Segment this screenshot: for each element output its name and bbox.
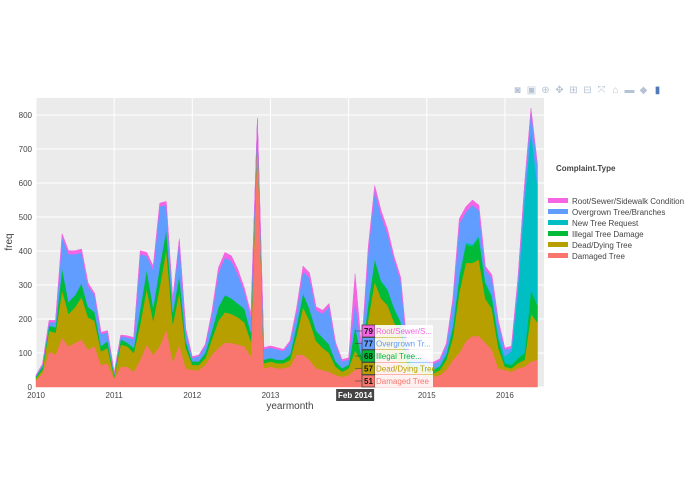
pan-icon[interactable]: ✥ xyxy=(555,85,564,96)
zoom-out-icon[interactable]: ⊟ xyxy=(583,85,592,96)
hover-item: 57 Dead/Dying Tree xyxy=(355,362,437,375)
legend-label-illegal-tree-damage[interactable]: Illegal Tree Damage xyxy=(572,230,644,239)
area-root-sewer-sidewalk-condition xyxy=(35,108,538,377)
y-tick-label: 300 xyxy=(19,281,33,290)
y-tick-label: 200 xyxy=(19,315,33,324)
hover-compare-icon[interactable]: ▮ xyxy=(654,85,661,96)
x-tick-label: 2015 xyxy=(418,391,436,400)
legend-swatch-dead-dying-tree[interactable] xyxy=(548,242,568,247)
spike-lines-icon[interactable]: ▬ xyxy=(624,85,635,96)
hover-value: 51 xyxy=(364,377,373,386)
stacked-areas xyxy=(35,108,538,388)
x-tick-label: 2011 xyxy=(106,391,124,400)
legend-label-overgrown-tree-branches[interactable]: Overgrown Tree/Branches xyxy=(572,208,665,217)
y-tick-label: 0 xyxy=(28,383,33,392)
legend-label-dead-dying-tree[interactable]: Dead/Dying Tree xyxy=(572,241,633,250)
hover-item: 77 Overgrown Tr... xyxy=(355,337,433,350)
hover-value: 68 xyxy=(364,352,373,361)
y-tick-label: 100 xyxy=(19,349,33,358)
x-ticks: 2010201120122013201420152016 xyxy=(27,391,514,400)
x-axis-title: yearmonth xyxy=(266,401,313,412)
x-tick-label: 2010 xyxy=(27,391,45,400)
save-icon[interactable]: ▣ xyxy=(526,85,537,96)
hover-label-box xyxy=(375,325,433,337)
legend-title: Complaint.Type xyxy=(556,164,616,173)
legend: Complaint.Type Root/Sewer/Sidewalk Condi… xyxy=(548,164,684,261)
hover-value: 79 xyxy=(364,327,373,336)
camera-icon[interactable]: ◙ xyxy=(514,85,521,96)
x-tick-label: 2016 xyxy=(496,391,514,400)
hover-x-label: Feb 2014 xyxy=(336,389,375,401)
y-tick-label: 600 xyxy=(19,179,33,188)
y-tick-label: 400 xyxy=(19,247,33,256)
autoscale-icon[interactable]: ⤧ xyxy=(597,85,606,96)
legend-label-new-tree-request[interactable]: New Tree Request xyxy=(572,219,639,228)
legend-swatch-overgrown-tree-branches[interactable] xyxy=(548,209,568,214)
hover-label: Illegal Tree... xyxy=(376,352,422,361)
y-tick-label: 800 xyxy=(19,111,33,120)
x-tick-label: 2012 xyxy=(183,391,201,400)
hover-label: Damaged Tree xyxy=(376,377,429,386)
hover-item: 68 Illegal Tree... xyxy=(355,349,433,363)
legend-swatch-new-tree-request[interactable] xyxy=(548,220,568,225)
legend-label-damaged-tree[interactable]: Damaged Tree xyxy=(572,252,625,261)
hover-item: 79 Root/Sewer/S... xyxy=(355,324,433,338)
legend-swatch-damaged-tree[interactable] xyxy=(548,253,568,258)
hover-label: Dead/Dying Tree xyxy=(376,365,437,374)
hover-value: 77 xyxy=(364,340,373,349)
y-ticks: 0 100 200 300 400 500 600 700 800 xyxy=(19,111,33,392)
hover-label-box xyxy=(375,362,433,375)
y-axis-title: freq xyxy=(4,233,15,250)
legend-swatch-root-sewer-sidewalk-condition[interactable] xyxy=(548,198,568,203)
hover-label: Root/Sewer/S... xyxy=(376,327,432,336)
legend-label-root-sewer-sidewalk-condition[interactable]: Root/Sewer/Sidewalk Condition xyxy=(572,197,684,206)
hover-label-box xyxy=(375,375,433,387)
legend-swatch-illegal-tree-damage[interactable] xyxy=(548,231,568,236)
modebar: ◙ ▣ ⊕ ✥ ⊞ ⊟ ⤧ ⌂ ▬ ◆ ▮ xyxy=(512,84,663,98)
x-tick-label: 2013 xyxy=(262,391,280,400)
hover-value: 57 xyxy=(364,365,373,374)
hover-label-box xyxy=(375,350,433,362)
hover-label-box xyxy=(375,337,433,350)
y-tick-label: 500 xyxy=(19,213,33,222)
hover-closest-icon[interactable]: ◆ xyxy=(639,85,648,96)
svg-text:Feb 2014: Feb 2014 xyxy=(338,391,373,400)
hover-label: Overgrown Tr... xyxy=(376,340,431,349)
zoom-icon[interactable]: ⊕ xyxy=(541,85,550,96)
home-icon[interactable]: ⌂ xyxy=(612,85,619,96)
y-tick-label: 700 xyxy=(19,145,33,154)
hover-item: 51 Damaged Tree xyxy=(355,374,433,388)
zoom-in-icon[interactable]: ⊞ xyxy=(569,85,578,96)
